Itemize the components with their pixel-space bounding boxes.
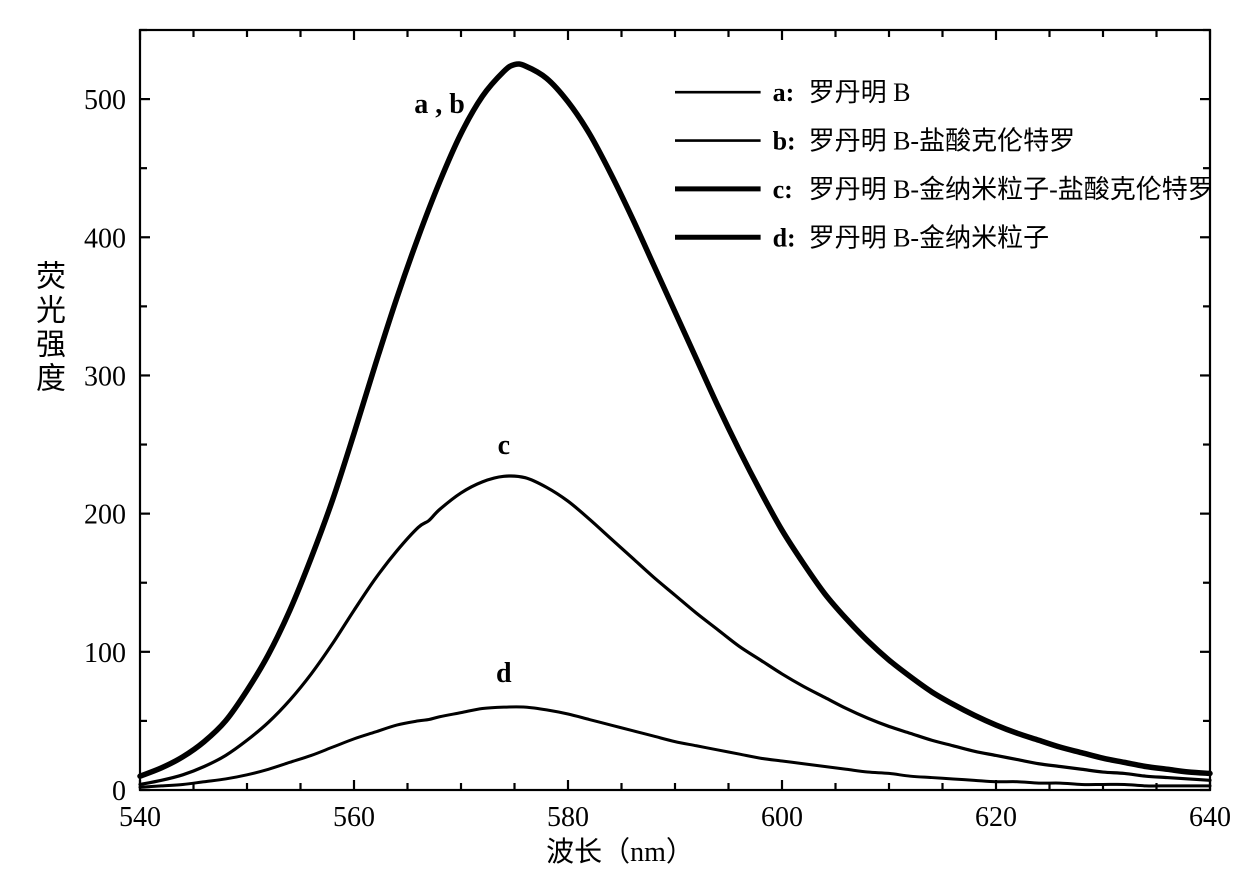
curve-label: d — [496, 658, 512, 689]
series-d — [140, 707, 1210, 787]
y-tick-label: 100 — [84, 638, 126, 669]
x-tick-label: 640 — [1189, 802, 1231, 833]
x-axis-label: 波长（nm） — [0, 830, 1240, 870]
y-axis-label: 荧光强度 — [25, 260, 70, 396]
x-tick-label: 580 — [547, 802, 589, 833]
series-b — [140, 64, 1210, 776]
legend-key: b: — [773, 127, 796, 156]
legend-key: c: — [773, 175, 793, 204]
legend-text: 罗丹明 B-盐酸克伦特罗 — [809, 127, 1076, 156]
curve-label: c — [498, 430, 510, 461]
y-tick-label: 400 — [84, 223, 126, 254]
x-tick-label: 560 — [333, 802, 375, 833]
legend-key: d: — [773, 223, 796, 252]
series-c — [140, 476, 1210, 785]
chart-container: 5405605806006206400100200300400500a , bc… — [0, 0, 1240, 882]
legend-key: a: — [773, 78, 795, 107]
fluorescence-line-chart: 5405605806006206400100200300400500a , bc… — [0, 0, 1240, 882]
y-tick-label: 300 — [84, 361, 126, 392]
series-a — [140, 64, 1210, 776]
legend-text: 罗丹明 B — [809, 78, 911, 107]
x-tick-label: 600 — [761, 802, 803, 833]
legend-text: 罗丹明 B-金纳米粒子 — [809, 223, 1050, 252]
y-tick-label: 500 — [84, 85, 126, 116]
x-tick-label: 620 — [975, 802, 1017, 833]
y-tick-label: 200 — [84, 500, 126, 531]
legend-text: 罗丹明 B-金纳米粒子-盐酸克伦特罗 — [809, 175, 1214, 204]
curve-label: a , b — [414, 89, 465, 120]
y-tick-label: 0 — [112, 776, 126, 807]
